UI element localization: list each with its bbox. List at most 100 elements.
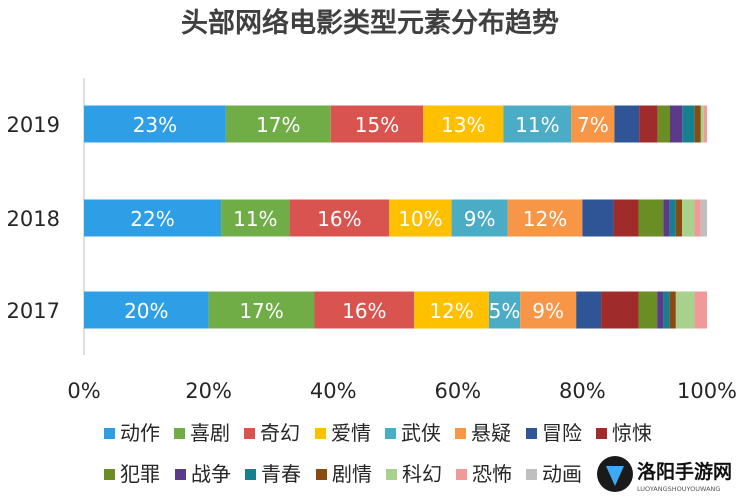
watermark-logo: 洛阳手游网 LUOYANGSHOUYOUWANG: [597, 456, 732, 493]
bar-segment: [451, 199, 508, 237]
bar-segment: [703, 105, 707, 143]
svg-text:洛阳手游网: 洛阳手游网: [637, 460, 732, 483]
bar-segment: [669, 199, 676, 237]
bar-segment: [84, 291, 209, 329]
legend-swatch: [526, 428, 537, 439]
legend-swatch: [104, 469, 115, 480]
bar-segment: [639, 105, 658, 143]
legend-swatch: [596, 428, 607, 439]
bar-segment: [613, 199, 639, 237]
x-tick-label: 20%: [185, 379, 232, 403]
legend-swatch: [385, 428, 396, 439]
data-label: 13%: [441, 113, 485, 137]
data-label: 23%: [133, 113, 177, 137]
legend-swatch: [244, 428, 255, 439]
data-label: 10%: [398, 207, 442, 231]
bar-segment: [657, 291, 664, 329]
bar-segment: [84, 199, 222, 237]
bar-segment: [694, 199, 701, 237]
legend-swatch: [456, 469, 467, 480]
bar-segment: [84, 105, 226, 143]
bar-segment: [507, 199, 583, 237]
bar-segment: [614, 105, 640, 143]
x-tick-label: 0%: [67, 379, 100, 403]
legend-swatch: [175, 469, 186, 480]
legend-label: 科幻: [402, 462, 442, 486]
legend-label: 爱情: [331, 421, 371, 445]
bar-segment: [694, 291, 707, 329]
bar-segment: [488, 291, 521, 329]
x-tick-label: 60%: [434, 379, 481, 403]
data-label: 9%: [532, 299, 564, 323]
legend-label: 战争: [191, 462, 231, 486]
bar-segment: [314, 291, 415, 329]
bar-segment: [700, 105, 704, 143]
data-label: 16%: [342, 299, 386, 323]
bar-segment: [669, 105, 683, 143]
bar-segment: [675, 291, 695, 329]
bar-segment: [582, 199, 614, 237]
x-tick-label: 100%: [677, 379, 737, 403]
category-label: 2017: [7, 299, 60, 323]
data-label: 15%: [355, 113, 399, 137]
category-label: 2018: [7, 207, 60, 231]
bar-segment: [669, 291, 676, 329]
category-label: 2019: [7, 113, 60, 137]
legend-label: 动画: [542, 462, 582, 486]
bar-segment: [389, 199, 452, 237]
bar-segment: [700, 199, 707, 237]
bar-segment: [520, 291, 577, 329]
legend-label: 青春: [261, 462, 301, 486]
legend-label: 奇幻: [260, 421, 300, 445]
bar-segment: [682, 105, 695, 143]
bar-segment: [330, 105, 424, 143]
bar-segment: [663, 291, 670, 329]
chart-title: 头部网络电影类型元素分布趋势: [181, 7, 559, 39]
bar-segment: [503, 105, 572, 143]
data-label: 11%: [515, 113, 559, 137]
legend-swatch: [104, 428, 115, 439]
bar-segment: [657, 105, 670, 143]
legend-label: 喜剧: [190, 421, 230, 445]
data-label: 12%: [429, 299, 473, 323]
legend-swatch: [174, 428, 185, 439]
data-label: 11%: [233, 207, 277, 231]
data-label: 12%: [523, 207, 567, 231]
bar-segment: [221, 199, 290, 237]
data-label: 20%: [124, 299, 168, 323]
bar-segment: [414, 291, 489, 329]
bar-segment: [601, 291, 639, 329]
legend-label: 惊悚: [612, 421, 652, 445]
data-label: 9%: [464, 207, 496, 231]
svg-text:LUOYANGSHOUYOUWANG: LUOYANGSHOUYOUWANG: [637, 485, 720, 493]
bar-segment: [571, 105, 615, 143]
legend-swatch: [316, 469, 327, 480]
x-tick-label: 80%: [559, 379, 606, 403]
legend-label: 武侠: [401, 421, 441, 445]
legend-swatch: [455, 428, 466, 439]
bar-segment: [675, 199, 683, 237]
legend-label: 恐怖: [472, 462, 512, 486]
data-label: 17%: [239, 299, 283, 323]
legend-swatch: [386, 469, 397, 480]
bar-segment: [663, 199, 670, 237]
bar-segment: [225, 105, 331, 143]
legend-label: 动作: [120, 421, 160, 445]
bar-segment: [423, 105, 504, 143]
legend-swatch: [245, 469, 256, 480]
data-label: 7%: [577, 113, 609, 137]
legend-label: 犯罪: [120, 462, 160, 486]
data-label: 5%: [489, 299, 521, 323]
legend-label: 悬疑: [471, 421, 511, 445]
legend-swatch: [526, 469, 537, 480]
data-label: 17%: [256, 113, 300, 137]
bar-segment: [638, 199, 664, 237]
bar-segment: [694, 105, 701, 143]
bar-segment: [638, 291, 658, 329]
legend-label: 冒险: [542, 421, 582, 445]
data-label: 22%: [130, 207, 174, 231]
legend-swatch: [315, 428, 326, 439]
bar-segment: [208, 291, 315, 329]
bar-segment: [289, 199, 390, 237]
x-tick-label: 40%: [310, 379, 357, 403]
